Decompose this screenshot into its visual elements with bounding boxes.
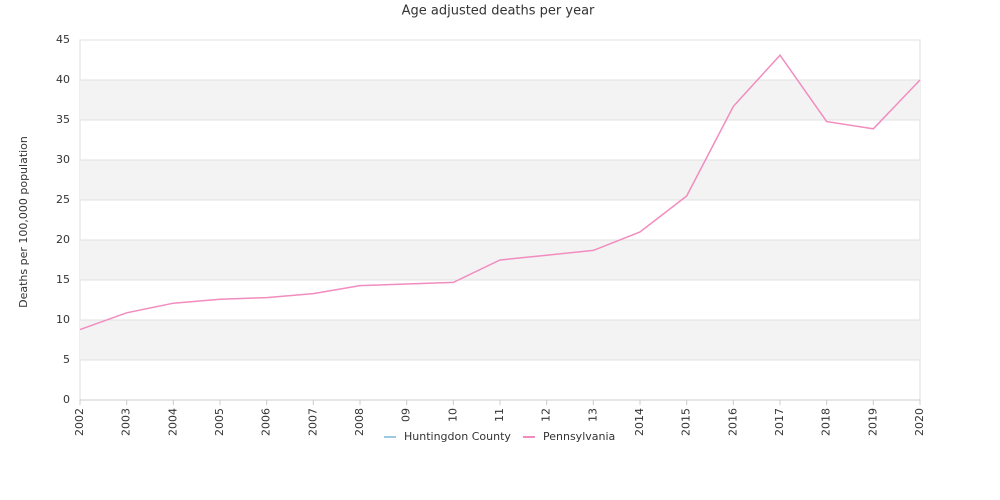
x-tick-label: 2020 — [913, 408, 926, 436]
x-tick-label: 2007 — [306, 408, 319, 436]
x-tick-label: 2015 — [680, 408, 693, 436]
x-tick-label: 11 — [493, 408, 506, 422]
series-line — [79, 54, 921, 331]
grid-band — [80, 320, 920, 360]
chart-title: Age adjusted deaths per year — [402, 4, 595, 19]
x-tick-label: 2002 — [73, 408, 86, 436]
y-tick-label: 10 — [56, 313, 70, 326]
x-tick-label: 2016 — [726, 408, 739, 436]
y-tick-label: 15 — [56, 273, 70, 286]
y-tick-label: 30 — [56, 153, 70, 166]
x-tick-label: 2006 — [260, 408, 273, 436]
grid-band — [80, 80, 920, 120]
legend-label: Pennsylvania — [543, 430, 615, 443]
y-tick-label: 45 — [56, 33, 70, 46]
x-tick-label: 2018 — [820, 408, 833, 436]
x-tick-label: 2017 — [773, 408, 786, 436]
y-axis-label: Deaths per 100,000 population — [17, 136, 30, 308]
x-tick-label: 2005 — [213, 408, 226, 436]
y-tick-label: 20 — [56, 233, 70, 246]
y-tick-label: 35 — [56, 113, 70, 126]
y-tick-label: 40 — [56, 73, 70, 86]
y-tick-label: 5 — [63, 353, 70, 366]
x-tick-label: 2014 — [633, 408, 646, 436]
x-tick-label: 13 — [586, 408, 599, 422]
grid-band — [80, 160, 920, 200]
x-tick-label: 2019 — [866, 408, 879, 436]
x-tick-label: 2003 — [120, 408, 133, 436]
x-tick-label: 12 — [540, 408, 553, 422]
x-tick-label: 10 — [446, 408, 459, 422]
y-tick-label: 0 — [63, 393, 70, 406]
x-tick-label: 09 — [400, 408, 413, 422]
legend-label: Huntingdon County — [404, 430, 511, 443]
y-tick-label: 25 — [56, 193, 70, 206]
x-tick-label: 2004 — [166, 408, 179, 436]
x-tick-label: 2008 — [353, 408, 366, 436]
